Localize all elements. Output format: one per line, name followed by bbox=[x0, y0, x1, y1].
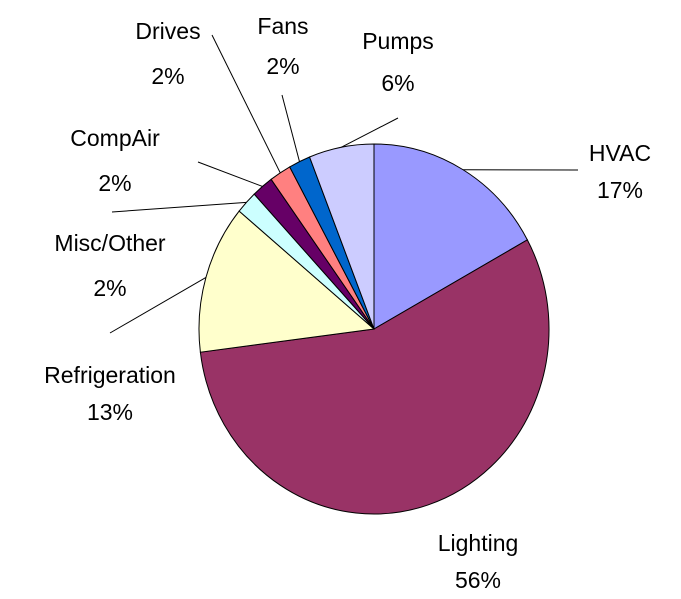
leader-line bbox=[281, 94, 300, 162]
leader-line bbox=[340, 117, 399, 148]
slice-value-label: 13% bbox=[87, 399, 133, 425]
pie-slice bbox=[308, 143, 375, 330]
leader-line bbox=[111, 201, 247, 213]
slice-label: HVAC bbox=[589, 140, 651, 166]
slice-label: Pumps bbox=[362, 28, 434, 54]
pie-slice bbox=[199, 239, 550, 515]
leader-line bbox=[211, 34, 281, 174]
slice-value-label: 17% bbox=[597, 177, 643, 203]
slice-label: Refrigeration bbox=[44, 362, 176, 388]
slice-value-label: 6% bbox=[381, 70, 414, 96]
slice-label: CompAir bbox=[70, 125, 160, 151]
slice-value-label: 2% bbox=[98, 170, 131, 196]
slice-value-label: 2% bbox=[93, 275, 126, 301]
slice-value-label: 56% bbox=[455, 567, 501, 593]
slice-label: Fans bbox=[257, 13, 308, 39]
leader-line bbox=[109, 276, 207, 334]
slice-label: Drives bbox=[135, 18, 200, 44]
leader-line bbox=[197, 161, 263, 187]
slice-label: Misc/Other bbox=[54, 230, 166, 256]
slice-value-label: 2% bbox=[151, 63, 184, 89]
slice-label: Lighting bbox=[438, 530, 519, 556]
slice-value-label: 2% bbox=[266, 53, 299, 79]
